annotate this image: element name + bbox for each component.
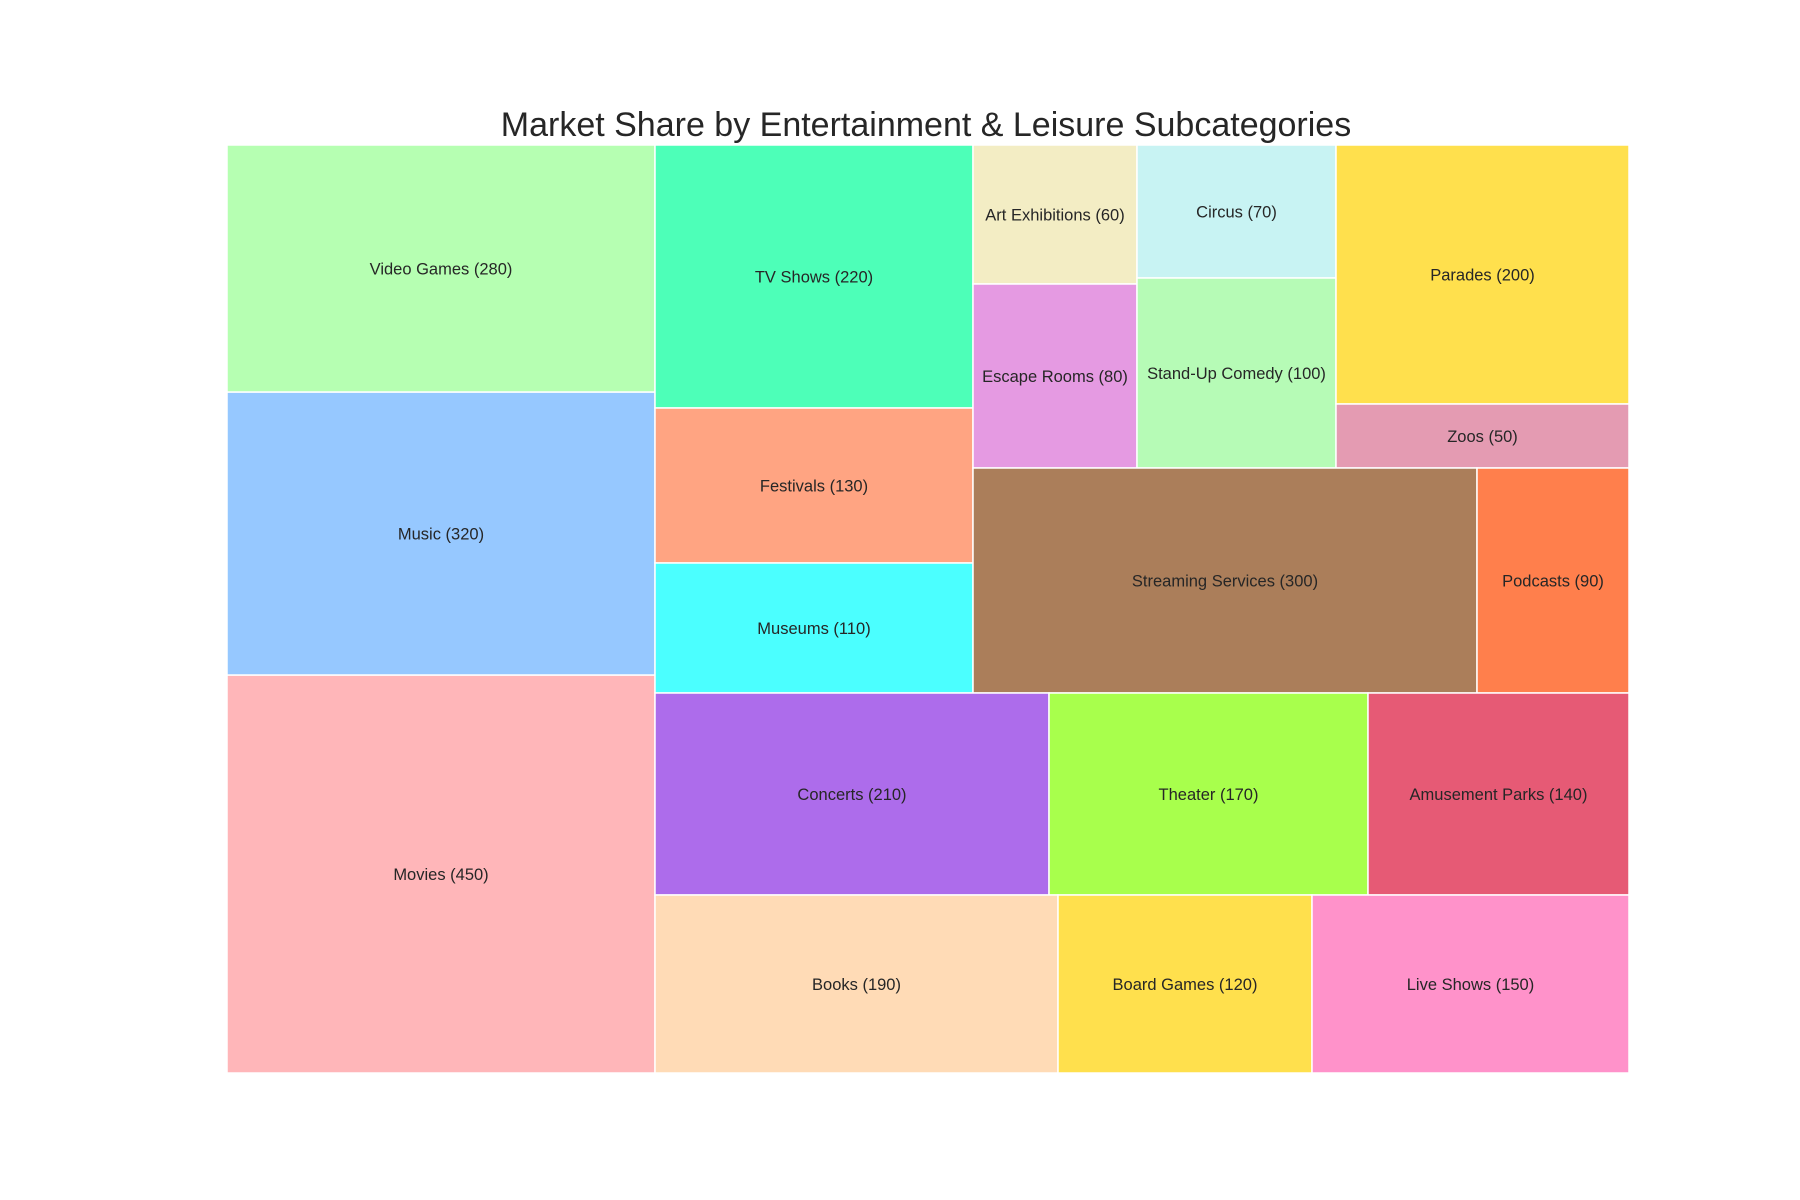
tile-rect-tv-shows <box>654 144 974 409</box>
tile-label-board-games: Board Games (120) <box>1113 976 1258 994</box>
tile-rect-books <box>654 894 1059 1074</box>
tile-festivals: Festivals (130) <box>654 407 974 564</box>
tile-rect-escape-rooms <box>972 283 1138 469</box>
tile-music: Music (320) <box>226 391 656 676</box>
tile-escape-rooms: Escape Rooms (80) <box>972 283 1138 469</box>
treemap-tiles: Movies (450) Music (320) Video Games (280)… <box>226 144 1630 1074</box>
tile-label-parades: Parades (200) <box>1430 267 1535 285</box>
tile-rect-video-games <box>226 144 656 393</box>
tile-label-escape-rooms: Escape Rooms (80) <box>982 368 1128 386</box>
tile-rect-concerts <box>654 692 1050 896</box>
tile-museums: Museums (110) <box>654 562 974 694</box>
tile-books: Books (190) <box>654 894 1059 1074</box>
tile-rect-podcasts <box>1476 467 1630 694</box>
tile-label-art-exhibitions: Art Exhibitions (60) <box>985 207 1124 225</box>
tile-live-shows: Live Shows (150) <box>1311 894 1630 1074</box>
tile-circus: Circus (70) <box>1136 144 1337 279</box>
tile-rect-art-exhibitions <box>972 144 1138 285</box>
tile-label-stand-up-comedy: Stand-Up Comedy (100) <box>1147 365 1326 383</box>
tile-streaming-services: Streaming Services (300) <box>972 467 1478 694</box>
tile-label-circus: Circus (70) <box>1196 204 1277 222</box>
tile-label-concerts: Concerts (210) <box>797 786 906 804</box>
tile-rect-movies <box>226 674 656 1074</box>
tile-label-festivals: Festivals (130) <box>760 478 868 496</box>
tile-movies: Movies (450) <box>226 674 656 1074</box>
tile-tv-shows: TV Shows (220) <box>654 144 974 409</box>
tile-rect-stand-up-comedy <box>1136 277 1337 469</box>
tile-rect-zoos <box>1335 403 1630 469</box>
tile-rect-live-shows <box>1311 894 1630 1074</box>
tile-label-podcasts: Podcasts (90) <box>1502 573 1604 591</box>
tile-rect-amusement-parks <box>1367 692 1630 896</box>
chart-title: Market Share by Entertainment & Leisure … <box>501 106 1351 144</box>
tile-zoos: Zoos (50) <box>1335 403 1630 469</box>
tile-label-live-shows: Live Shows (150) <box>1407 976 1534 994</box>
tile-label-movies: Movies (450) <box>393 866 488 884</box>
tile-stand-up-comedy: Stand-Up Comedy (100) <box>1136 277 1337 469</box>
tile-amusement-parks: Amusement Parks (140) <box>1367 692 1630 896</box>
tile-label-zoos: Zoos (50) <box>1447 428 1518 446</box>
tile-theater: Theater (170) <box>1048 692 1369 896</box>
tile-label-streaming-services: Streaming Services (300) <box>1132 573 1318 591</box>
tile-rect-board-games <box>1057 894 1313 1074</box>
tile-board-games: Board Games (120) <box>1057 894 1313 1074</box>
tile-rect-streaming-services <box>972 467 1478 694</box>
tile-label-museums: Museums (110) <box>757 620 870 638</box>
tile-parades: Parades (200) <box>1335 144 1630 405</box>
tile-label-video-games: Video Games (280) <box>370 261 513 279</box>
tile-podcasts: Podcasts (90) <box>1476 467 1630 694</box>
tile-label-tv-shows: TV Shows (220) <box>755 269 873 287</box>
tile-video-games: Video Games (280) <box>226 144 656 393</box>
tile-art-exhibitions: Art Exhibitions (60) <box>972 144 1138 285</box>
tile-label-music: Music (320) <box>398 526 484 544</box>
tile-label-theater: Theater (170) <box>1159 786 1259 804</box>
tile-rect-theater <box>1048 692 1369 896</box>
tile-rect-circus <box>1136 144 1337 279</box>
tile-label-amusement-parks: Amusement Parks (140) <box>1410 786 1588 804</box>
tile-concerts: Concerts (210) <box>654 692 1050 896</box>
tile-label-books: Books (190) <box>812 976 901 994</box>
